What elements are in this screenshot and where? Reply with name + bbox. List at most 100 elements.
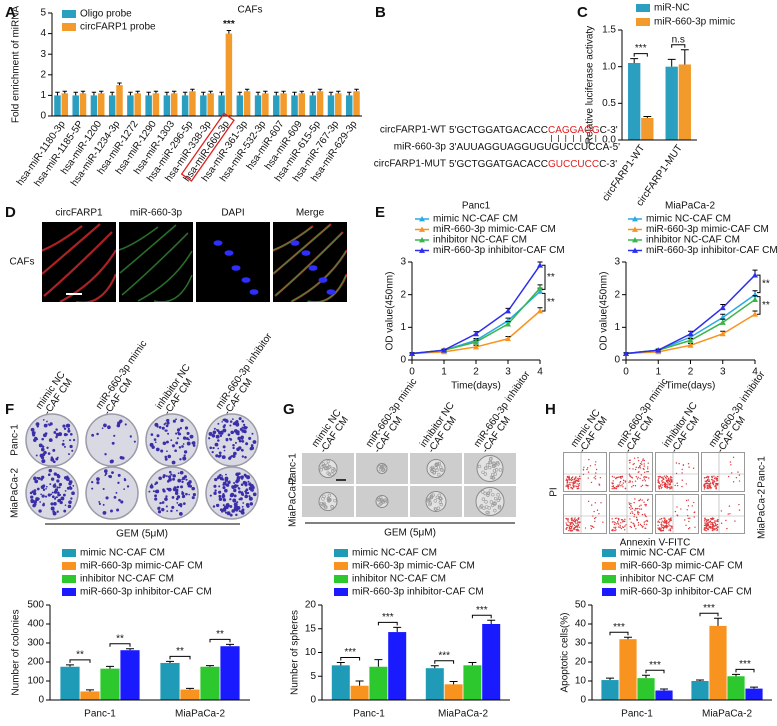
- event: [565, 528, 567, 530]
- sphere-cell: [491, 472, 495, 477]
- colony: [183, 502, 186, 505]
- event: [665, 475, 668, 477]
- colony: [37, 497, 40, 500]
- colony: [104, 472, 108, 475]
- event: [667, 477, 670, 480]
- event: [595, 516, 597, 519]
- event: [680, 508, 682, 510]
- event: [571, 476, 574, 478]
- colony: [240, 477, 244, 480]
- event: [670, 517, 672, 519]
- event: [617, 484, 619, 486]
- bar: [291, 95, 298, 116]
- colony: [211, 451, 214, 454]
- colony: [51, 491, 54, 494]
- event: [617, 526, 620, 528]
- bar: [655, 690, 673, 700]
- error-bar: [263, 90, 268, 94]
- event: [709, 487, 712, 489]
- colony: [251, 432, 254, 435]
- sphere-cell: [491, 476, 495, 480]
- colony: [172, 477, 176, 481]
- bar: [745, 688, 763, 700]
- event: [664, 482, 666, 484]
- x-axis-label: Time(days): [451, 381, 501, 392]
- bar: [134, 93, 141, 116]
- event: [575, 480, 577, 482]
- bar: [345, 95, 353, 116]
- colony: [213, 427, 216, 430]
- caption: GEM (5μM): [384, 528, 436, 539]
- condition-label: mimic NC-CAF CM: [34, 369, 76, 417]
- colony: [41, 475, 45, 479]
- colony: [102, 487, 105, 491]
- panel-letter: A: [5, 4, 16, 21]
- bar: [72, 95, 79, 116]
- y-tick-label: 100: [27, 676, 44, 687]
- event: [628, 481, 630, 484]
- colony: [72, 438, 76, 442]
- event: [693, 501, 695, 504]
- event: [732, 481, 735, 483]
- colony: [67, 429, 71, 433]
- event: [629, 474, 631, 477]
- nucleus: [249, 289, 259, 295]
- significance-bracket: [609, 631, 629, 636]
- event: [681, 485, 683, 488]
- legend-marker: [419, 237, 425, 243]
- error-bar: [393, 626, 402, 633]
- cell-red: [42, 223, 101, 275]
- colony: [192, 441, 196, 445]
- event: [613, 523, 616, 526]
- colony: [214, 442, 219, 447]
- event: [657, 520, 660, 522]
- colony: [42, 502, 45, 505]
- legend-swatch: [62, 575, 76, 583]
- colony: [240, 483, 244, 486]
- sphere-cell: [383, 498, 387, 502]
- event: [640, 525, 643, 527]
- event: [638, 466, 641, 468]
- event: [578, 475, 581, 478]
- significance: **: [76, 649, 84, 660]
- sphere-cell: [484, 466, 488, 470]
- colony: [98, 502, 101, 505]
- event: [668, 523, 670, 525]
- event: [566, 481, 569, 483]
- event: [645, 484, 647, 486]
- event: [631, 511, 633, 513]
- sphere-cell: [333, 498, 337, 503]
- sphere-cell: [430, 469, 435, 474]
- colony: [104, 474, 107, 477]
- colony: [154, 494, 157, 498]
- colony: [238, 510, 241, 513]
- colony: [44, 495, 48, 498]
- event: [647, 485, 649, 487]
- event: [670, 479, 673, 481]
- colony: [243, 425, 248, 430]
- bar: [309, 95, 317, 116]
- colony: [58, 498, 62, 502]
- y-axis-label: OD value(450nm): [385, 272, 396, 351]
- colony: [167, 432, 170, 435]
- event: [642, 458, 644, 460]
- sphere-cell: [493, 508, 497, 513]
- event: [660, 484, 662, 486]
- sphere-cell: [383, 499, 388, 504]
- colony: [182, 456, 187, 461]
- event: [727, 513, 729, 515]
- event: [665, 524, 668, 527]
- error-bar: [186, 687, 194, 690]
- colony: [40, 493, 42, 496]
- colony: [115, 491, 118, 494]
- event: [646, 523, 648, 526]
- sequence-name: circFARP1-WT: [380, 125, 446, 136]
- colony: [223, 418, 225, 421]
- y-tick-label: 0.5: [602, 98, 616, 109]
- event: [716, 529, 718, 532]
- significance-bracket: [434, 660, 455, 664]
- event: [612, 485, 615, 487]
- event: [686, 509, 688, 511]
- sphere-cell: [430, 465, 435, 470]
- legend-swatch: [62, 23, 76, 31]
